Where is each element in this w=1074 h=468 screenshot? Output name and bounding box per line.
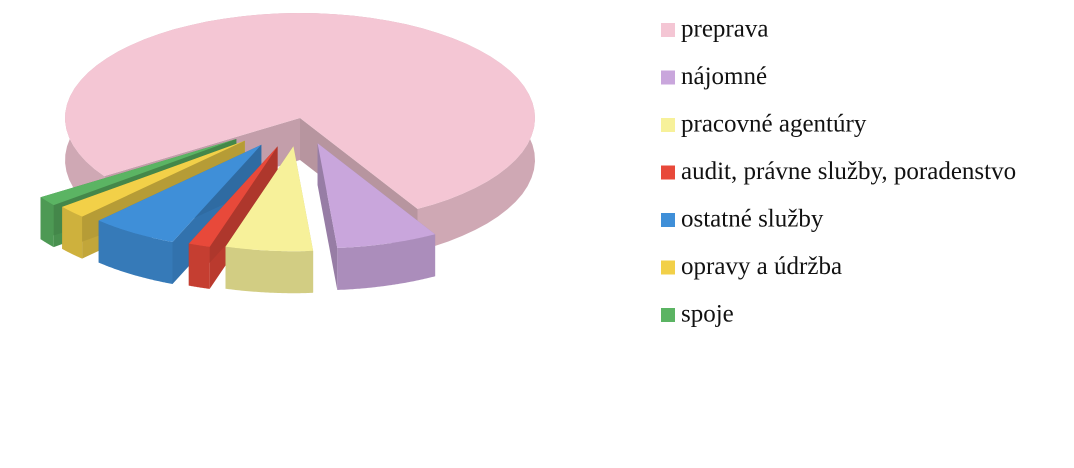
slice-top [65, 13, 535, 209]
legend-swatch [661, 213, 675, 227]
slice-top [317, 143, 436, 248]
slice-wall [317, 143, 338, 290]
slice-side [98, 220, 173, 284]
slice-side [188, 243, 210, 289]
legend-label: pracovné agentúry [681, 111, 867, 138]
legend-label: audit, právne služby, poradenstvo [681, 158, 1016, 185]
legend-label: nájomné [681, 63, 767, 90]
legend-swatch [661, 23, 675, 37]
slice-side [337, 234, 436, 290]
legend-swatch [661, 118, 675, 132]
legend-swatch [661, 70, 675, 85]
slice-top [188, 146, 278, 247]
legend-label: ostatné služby [681, 206, 824, 233]
slice-top [40, 139, 237, 206]
legend-swatch [661, 260, 675, 275]
slice [225, 146, 314, 294]
pie [40, 13, 535, 294]
slice-top [98, 144, 262, 242]
legend-label: opravy a údržba [681, 253, 842, 280]
slice-top [62, 140, 245, 217]
slice-wall [188, 146, 278, 286]
legend-swatch [661, 308, 675, 322]
legend-label: spoje [681, 301, 734, 328]
legend-swatch [661, 165, 675, 180]
slice-side [62, 206, 83, 259]
slice-side [40, 197, 54, 248]
legend: preprava nájomné pracovné agentúry audit, p… [661, 16, 1016, 328]
slice-side [225, 246, 314, 294]
legend-label: preprava [681, 16, 768, 43]
slice [317, 143, 436, 290]
slice-top [225, 146, 314, 252]
